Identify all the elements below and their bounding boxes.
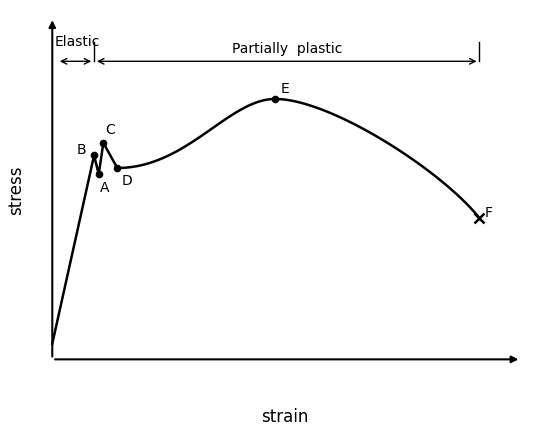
Text: E: E [281, 82, 289, 95]
Text: Partially  plastic: Partially plastic [231, 42, 342, 56]
Text: A: A [100, 181, 110, 194]
Text: strain: strain [261, 408, 308, 426]
Text: stress: stress [8, 165, 25, 215]
Text: Elastic: Elastic [55, 35, 100, 49]
Text: C: C [106, 123, 115, 137]
Text: D: D [122, 174, 133, 188]
Text: B: B [76, 143, 86, 157]
Text: F: F [485, 206, 493, 220]
